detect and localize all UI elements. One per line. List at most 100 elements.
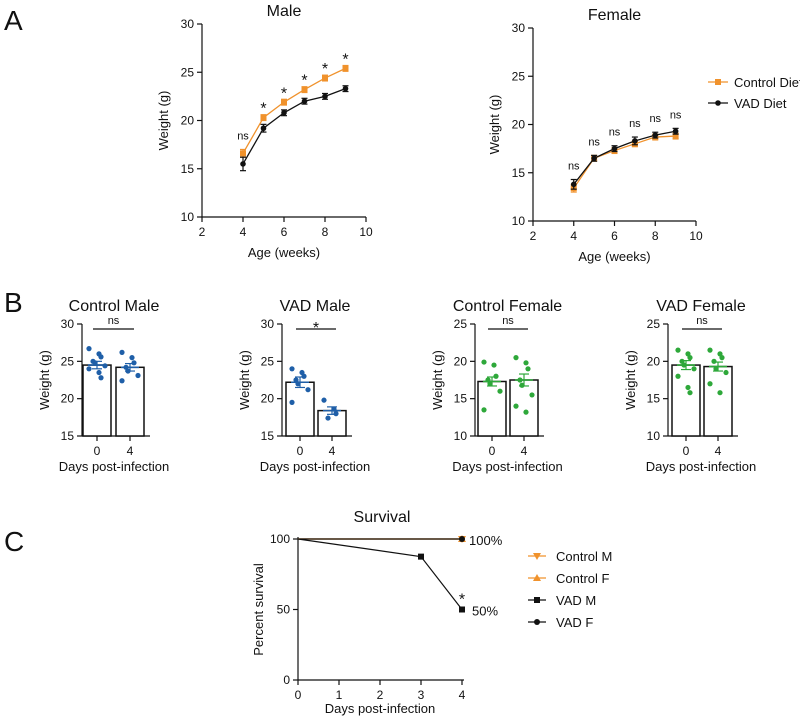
data-dot [493, 373, 499, 379]
vad_male_bar-chart: 15 20 25 30 0 4 * VAD Male Days post-infection We… [237, 298, 370, 474]
y-tick-label: 20 [454, 354, 468, 368]
end-label: 100% [469, 533, 503, 548]
data-dot [497, 388, 503, 394]
y-tick-label: 25 [261, 354, 275, 368]
bar [703, 365, 733, 437]
data-point [322, 93, 328, 100]
survival-marker [534, 619, 540, 625]
y-tick-label: 15 [181, 162, 195, 176]
x-tick-label: 2 [377, 688, 384, 702]
y-tick-label: 10 [181, 210, 195, 224]
panel-label-c: C [4, 526, 24, 557]
data-dot [525, 366, 531, 372]
data-dot [523, 409, 529, 415]
y-axis-label: Weight (g) [623, 350, 638, 410]
chart-title: Female [588, 7, 641, 24]
chart-title: Male [267, 3, 302, 20]
legend-label: VAD F [556, 615, 593, 630]
data-point [591, 155, 597, 162]
legend-label: Control F [556, 571, 610, 586]
data-dot [685, 384, 691, 391]
x-tick-label: 0 [297, 444, 304, 458]
y-axis-label: Weight (g) [430, 350, 445, 410]
significance-label: * [342, 51, 348, 68]
significance-label: ns [588, 136, 600, 148]
survival-marker [533, 553, 541, 560]
bar [115, 366, 145, 437]
data-dot [687, 355, 693, 361]
data-dot [98, 375, 104, 381]
x-tick-label: 2 [199, 225, 206, 239]
x-tick-label: 4 [715, 444, 722, 458]
survival-marker [418, 553, 424, 560]
x-tick-label: 6 [281, 225, 288, 239]
significance-label: * [322, 61, 328, 78]
data-dot [487, 381, 493, 387]
data-dot [96, 369, 102, 376]
chart-title: VAD Male [280, 298, 351, 315]
data-dot [675, 347, 681, 353]
y-tick-label: 15 [61, 429, 75, 443]
male_line-chart: 10 15 20 25 30 2 4 6 8 10 Male Age (weeks) Weight (g… [156, 3, 373, 260]
y-tick-label: 25 [647, 317, 661, 331]
x-axis-label: Age (weeks) [248, 245, 320, 260]
y-tick-label: 20 [647, 354, 661, 368]
y-tick-label: 15 [261, 429, 275, 443]
data-dot [481, 407, 487, 413]
end-label: 50% [472, 604, 498, 619]
y-tick-label: 20 [261, 392, 275, 406]
x-tick-label: 4 [521, 444, 528, 458]
significance-label: * [260, 101, 266, 118]
y-tick-label: 25 [181, 65, 195, 79]
data-dot [92, 360, 98, 366]
data-point [301, 98, 308, 104]
y-tick-label: 30 [512, 21, 526, 35]
panel-label-a: A [4, 5, 23, 36]
data-dot [131, 360, 137, 366]
data-dot [481, 359, 487, 365]
legend-label: VAD Diet [734, 96, 787, 111]
significance-label: ns [609, 127, 621, 139]
data-dot [517, 377, 523, 383]
significance-label: * [281, 85, 287, 102]
data-point [240, 150, 246, 157]
data-dot [675, 373, 681, 379]
data-dot [529, 392, 535, 398]
data-dot [513, 355, 519, 361]
data-dot [691, 366, 697, 372]
x-tick-label: 0 [94, 444, 101, 458]
survival-marker [533, 574, 541, 581]
data-point [672, 128, 679, 135]
y-tick-label: 15 [512, 166, 526, 180]
data-dot [491, 362, 497, 368]
y-tick-label: 25 [454, 317, 468, 331]
x-axis-label: Days post-infection [452, 459, 563, 474]
y-axis-label: Weight (g) [37, 350, 52, 410]
y-axis-label: Weight (g) [237, 350, 252, 410]
data-dot [717, 390, 723, 396]
data-dot [713, 366, 719, 372]
data-point [301, 86, 308, 93]
legend-label: VAD M [556, 593, 596, 608]
x-axis-label: Days post-infection [646, 459, 757, 474]
x-axis-label: Days post-infection [260, 459, 371, 474]
bar [82, 364, 112, 437]
y-tick-label: 50 [277, 603, 291, 617]
significance-label: ns [670, 109, 682, 121]
y-tick-label: 20 [61, 392, 75, 406]
x-tick-label: 4 [127, 444, 134, 458]
chart-title: Survival [354, 509, 411, 526]
data-point [260, 125, 267, 132]
survival-marker [534, 597, 540, 603]
data-dot [707, 347, 713, 353]
x-tick-label: 10 [689, 229, 703, 243]
series-line [242, 67, 346, 154]
data-dot [519, 382, 525, 388]
y-tick-label: 20 [181, 114, 195, 128]
data-dot [711, 358, 717, 364]
x-tick-label: 10 [359, 225, 373, 239]
y-tick-label: 30 [61, 317, 75, 331]
x-tick-label: 0 [295, 688, 302, 702]
significance-label: ns [568, 161, 580, 173]
